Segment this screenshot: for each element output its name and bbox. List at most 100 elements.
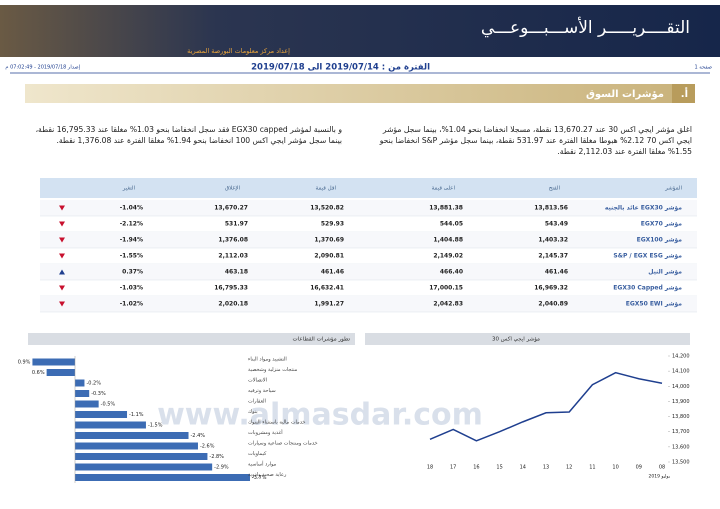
row-band <box>40 264 697 280</box>
trend-arrow <box>59 221 65 227</box>
trend-arrow <box>59 205 65 211</box>
row-band <box>40 296 697 312</box>
bar <box>75 379 85 387</box>
cell: 13,813.56 <box>534 205 568 212</box>
period: الفترة من : 2019/07/14 الى 2019/07/18 <box>251 63 430 73</box>
value-label: -2.8% <box>209 454 224 460</box>
cell: 1,370.69 <box>314 237 344 244</box>
cell: 2,149.02 <box>433 253 463 260</box>
cell: 461.46 <box>545 269 568 276</box>
column-header: الإغلاق <box>225 186 241 192</box>
x-tick-label: 12 <box>566 465 572 471</box>
cell: -1.04% <box>120 205 143 212</box>
index-name: مؤشر EGX70 <box>641 221 682 228</box>
bar <box>75 390 90 397</box>
value-label: -1.5% <box>148 423 163 429</box>
index-name: مؤشر EGX30 عائد بالجنيه <box>605 205 682 212</box>
row-band <box>40 232 697 248</box>
category-label: التشييد ومواد البناء <box>248 357 287 363</box>
cell: 1,403.32 <box>538 237 568 244</box>
cell: 463.18 <box>225 269 248 276</box>
value-label: -0.5% <box>101 402 116 408</box>
cell: 2,020.18 <box>218 301 248 308</box>
cell: 13,881.38 <box>429 205 463 212</box>
header-band <box>0 5 720 57</box>
value-label: 0.9% <box>18 360 31 366</box>
y-tick-label: 13,600 <box>672 444 690 450</box>
y-tick-label: 13,700 <box>672 429 690 435</box>
cell: 2,090.81 <box>314 253 344 260</box>
value-label: -2.6% <box>200 444 215 450</box>
cell: 0.37% <box>122 269 143 276</box>
index-name: مؤشر EGX30 Capped <box>613 285 682 292</box>
y-tick-label: 13,500 <box>672 460 690 466</box>
section-number: أ. <box>681 87 688 100</box>
trend-arrow <box>59 285 65 291</box>
bar <box>46 369 75 376</box>
cell: -1.94% <box>120 237 143 244</box>
bar <box>75 432 189 439</box>
line <box>429 371 663 442</box>
bar <box>75 474 250 481</box>
index-name: مؤشر EGX100 <box>637 237 683 244</box>
category-label: موارد أساسية <box>248 461 277 468</box>
cell: 16,795.33 <box>214 285 248 292</box>
category-label: بنوك <box>248 409 258 415</box>
category-label: منتجات منزلية وشخصية <box>248 367 298 373</box>
index-name: مؤشر EGX50 EWI <box>626 301 683 308</box>
bar <box>75 411 128 418</box>
cell: 461.46 <box>321 269 344 276</box>
cell: 16,969.32 <box>534 285 568 292</box>
cell: 1,376.08 <box>218 237 248 244</box>
column-header: اقل قيمة <box>316 186 337 192</box>
value-label: -1.1% <box>129 412 144 418</box>
x-tick-label: 13 <box>543 465 549 471</box>
bar <box>75 463 213 471</box>
cell: 2,042.83 <box>433 301 463 308</box>
value-label: -0.2% <box>86 381 101 387</box>
index-name: مؤشر S&P / EGX ESG <box>613 253 682 260</box>
category-label: خدمات ومنتجات صناعية وسيارات <box>248 441 318 447</box>
x-tick-label: 16 <box>473 465 479 471</box>
y-tick-label: 13,900 <box>672 399 690 405</box>
section-title: مؤشرات السوق <box>586 89 664 100</box>
cell: 529.93 <box>321 221 344 228</box>
bar <box>75 400 99 408</box>
cell: 543.49 <box>545 221 568 228</box>
x-tick-label: 18 <box>427 465 433 471</box>
value-label: -0.3% <box>91 391 106 397</box>
value-label: -2.4% <box>191 433 206 439</box>
chart-title: مؤشر ايجي اكس 30 <box>492 336 540 343</box>
trend-arrow <box>59 253 65 259</box>
bar <box>75 453 208 460</box>
page-number: صفحة 1 <box>695 65 712 71</box>
cell: 531.97 <box>225 221 248 228</box>
value-label: -2.9% <box>214 465 229 471</box>
column-header: اعلى قيمة <box>432 186 456 192</box>
bar <box>75 421 146 429</box>
index-name: مؤشر النيل <box>648 269 682 276</box>
paragraph: و بالنسبة لمؤشر EGX30 capped فقد سجل انخ… <box>35 125 342 145</box>
x-tick-label: 09 <box>636 465 642 471</box>
cell: 16,632.41 <box>310 285 344 292</box>
category-label: رعاية صحية وادوية <box>248 472 287 478</box>
section-number-box <box>672 84 695 103</box>
column-header: التغير <box>122 186 136 192</box>
header-title: التقــــريـــــر الأســـبـــوعـــي <box>481 17 690 38</box>
value-label: -3.7% <box>252 475 267 481</box>
chart-title: تطور مؤشرات القطاعات <box>293 337 351 343</box>
x-tick-label: 11 <box>589 465 595 471</box>
y-tick-label: 14,000 <box>672 384 690 390</box>
row-band <box>40 200 697 216</box>
x-tick-label: 14 <box>520 465 526 471</box>
category-label: سياحة وترفيه <box>248 388 276 394</box>
cell: -1.03% <box>120 285 143 292</box>
x-tick-label: 08 <box>659 465 665 471</box>
x-tick-label: 17 <box>450 465 456 471</box>
table-header <box>40 178 697 198</box>
trend-arrow <box>59 237 65 243</box>
cell: 2,145.37 <box>538 253 568 260</box>
category-label: الاتصالات <box>248 378 267 384</box>
trend-arrow <box>59 301 65 307</box>
